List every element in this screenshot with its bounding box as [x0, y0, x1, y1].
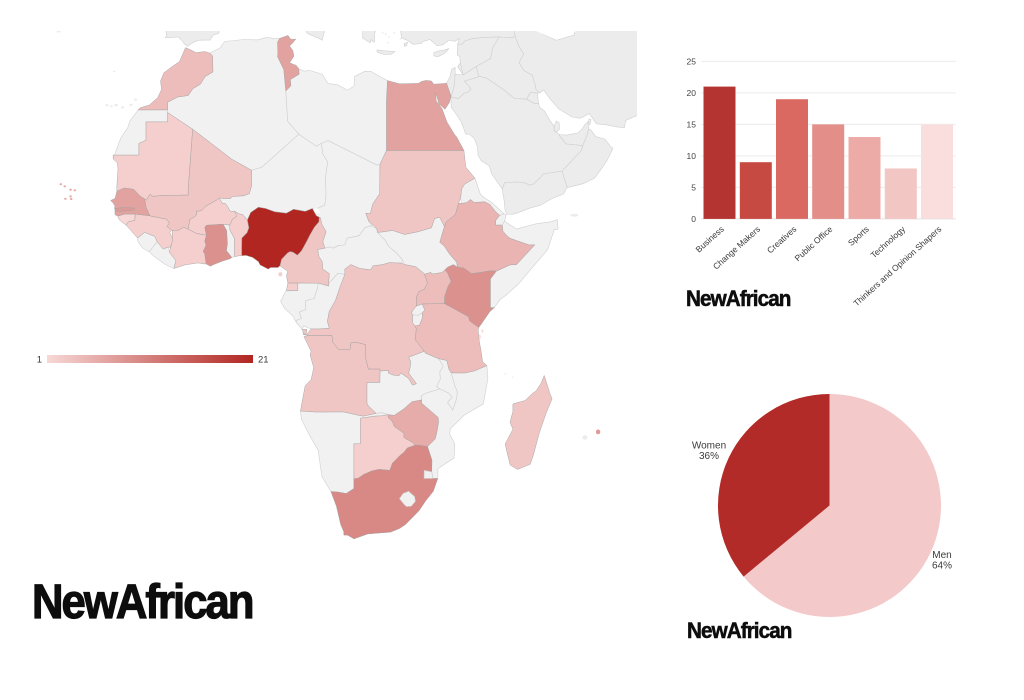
svg-text:Women: Women: [692, 441, 726, 452]
svg-text:21: 21: [258, 355, 269, 366]
svg-text:15: 15: [687, 119, 697, 129]
svg-text:25: 25: [687, 56, 697, 66]
svg-text:36%: 36%: [699, 451, 719, 462]
svg-text:Business: Business: [694, 224, 726, 255]
svg-text:Public Office: Public Office: [793, 224, 835, 263]
svg-text:Men: Men: [932, 550, 951, 561]
svg-text:5: 5: [691, 182, 696, 192]
svg-text:0: 0: [691, 214, 696, 224]
svg-text:1: 1: [37, 355, 42, 366]
svg-text:20: 20: [687, 88, 697, 98]
svg-text:10: 10: [687, 151, 697, 161]
svg-text:64%: 64%: [932, 561, 952, 572]
svg-text:Creatives: Creatives: [765, 224, 798, 255]
svg-text:Sports: Sports: [846, 224, 871, 248]
